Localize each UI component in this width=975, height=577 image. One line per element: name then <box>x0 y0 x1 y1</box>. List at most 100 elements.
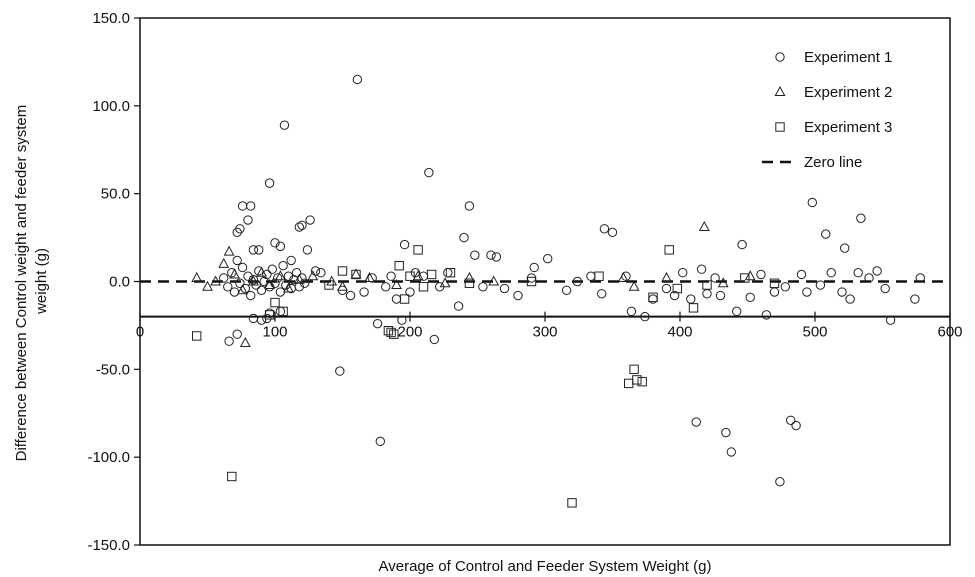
legend-label-zero-line: Zero line <box>804 154 862 171</box>
experiment-1-point <box>780 282 790 292</box>
experiment-1-point <box>499 283 510 294</box>
experiment-1-point <box>661 283 672 294</box>
y-tick-label: -150.0 <box>87 537 130 554</box>
experiment-1-point <box>459 232 469 243</box>
experiment-1-point <box>219 273 229 283</box>
experiment-1-point <box>478 282 488 292</box>
experiment-1-point <box>275 306 286 317</box>
experiment-1-point <box>815 280 826 290</box>
experiment-1-point <box>223 282 233 292</box>
experiment-3-point <box>192 331 202 341</box>
experiment-3-point <box>632 375 642 385</box>
experiment-1-point <box>345 290 356 301</box>
experiment-1-point <box>294 222 304 232</box>
experiment-1-point <box>262 269 272 280</box>
experiment-1-point <box>367 273 377 283</box>
experiment-1-point <box>864 273 874 283</box>
experiment-1-point <box>802 287 812 297</box>
experiment-1-point <box>543 253 553 264</box>
experiment-3-point <box>324 280 334 290</box>
experiment-1-point <box>229 287 240 297</box>
experiment-1-point <box>586 271 596 281</box>
experiment-1-point <box>775 477 785 487</box>
experiment-3-point <box>418 282 429 292</box>
experiment-1-point <box>235 224 245 234</box>
experiment-1-point <box>732 306 742 317</box>
experiment-1-point <box>561 285 572 295</box>
experiment-1-point <box>453 301 464 311</box>
y-tick-label: 0.0 <box>109 274 130 291</box>
experiment-1-point <box>248 245 259 255</box>
experiment-2-point <box>210 275 222 286</box>
experiment-1-point <box>761 310 772 320</box>
legend-label-experiment-2: Experiment 2 <box>804 84 892 101</box>
experiment-2-point <box>350 268 362 279</box>
experiment-3-point <box>399 294 410 304</box>
experiment-1-point <box>880 283 890 294</box>
experiment-2-point <box>364 271 375 282</box>
experiment-1-point <box>224 336 234 346</box>
experiment-1-point <box>243 215 253 225</box>
experiment-2-point <box>237 284 249 295</box>
experiment-1-point <box>405 287 415 297</box>
experiment-3-point <box>526 276 537 287</box>
experiment-1-point <box>232 329 242 339</box>
experiment-3-point <box>688 303 699 313</box>
experiment-2-point <box>293 273 305 284</box>
experiment-1-point <box>273 273 283 283</box>
experiment-1-point <box>359 287 369 297</box>
x-tick-label: 100 <box>262 324 287 341</box>
experiment-1-point <box>286 255 296 266</box>
experiment-1-point <box>529 262 539 273</box>
experiment-3-point <box>769 278 780 288</box>
y-axis-title-line-2: weight (g) <box>33 248 50 315</box>
experiment-1-point <box>626 306 637 317</box>
y-tick-label: -100.0 <box>87 449 130 466</box>
experiment-1-point <box>254 245 264 255</box>
experiment-1-point <box>381 282 391 292</box>
experiment-3-point <box>264 310 275 320</box>
experiment-2-point <box>698 220 710 232</box>
experiment-1-point <box>235 278 245 288</box>
x-tick-label: 200 <box>397 324 422 341</box>
experiment-1-point <box>443 268 453 278</box>
x-tick-label: 500 <box>802 324 827 341</box>
experiment-3-point <box>383 325 394 336</box>
experiment-1-point <box>669 290 680 301</box>
experiment-1-point <box>726 447 736 457</box>
experiment-1-point <box>316 268 326 278</box>
experiment-1-point <box>302 245 313 255</box>
experiment-1-point <box>686 294 696 304</box>
experiment-2-point <box>744 270 756 281</box>
experiment-1-point <box>837 287 847 297</box>
experiment-3-point <box>648 292 658 303</box>
experiment-3-point <box>389 329 399 339</box>
data-points <box>191 74 925 508</box>
experiment-2-point <box>717 277 729 288</box>
experiment-3-point <box>464 278 475 288</box>
experiment-2-point <box>391 278 402 290</box>
experiment-1-point <box>786 415 796 425</box>
experiment-3-point <box>740 273 750 283</box>
experiment-1-point <box>807 197 817 208</box>
experiment-1-point <box>232 255 242 266</box>
experiment-1-point <box>397 315 407 325</box>
x-axis-title: Average of Control and Feeder System Wei… <box>379 558 712 575</box>
experiment-1-point <box>513 290 523 301</box>
experiment-1-point <box>756 269 766 280</box>
experiment-3-point <box>405 271 415 281</box>
experiment-1-point <box>607 227 618 238</box>
legend-symbol-experiment-1 <box>775 52 785 62</box>
experiment-1-point <box>279 120 290 130</box>
experiment-3-point <box>594 271 604 281</box>
experiment-1-point <box>399 239 410 250</box>
experiment-1-point <box>335 366 345 376</box>
experiment-3-point <box>278 306 288 317</box>
experiment-1-point <box>429 334 439 345</box>
experiment-2-point <box>223 245 235 256</box>
experiment-2-point <box>229 268 240 279</box>
experiment-2-point <box>239 336 251 347</box>
experiment-1-point <box>270 238 280 248</box>
experiment-2-point <box>488 275 500 286</box>
experiment-1-point <box>885 315 896 325</box>
